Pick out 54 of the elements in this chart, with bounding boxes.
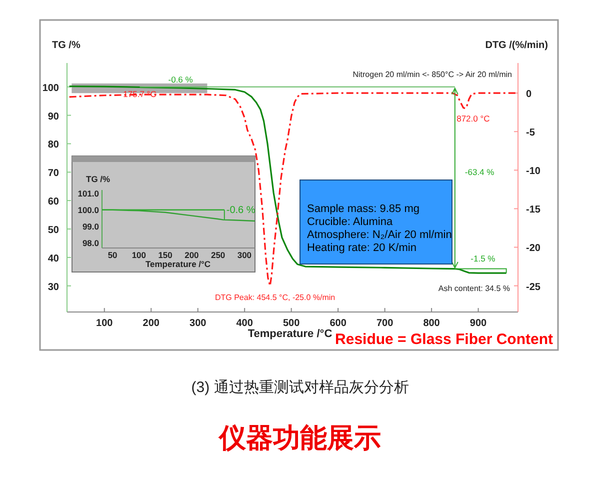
y-tick-label: 30 bbox=[48, 282, 60, 293]
y-tick-label: 70 bbox=[48, 168, 60, 180]
x-tick-label: 300 bbox=[237, 250, 252, 260]
annotation: Atmosphere: N₂/Air 20 ml/min bbox=[307, 229, 452, 241]
annotation: -0.6 % bbox=[226, 204, 256, 216]
x-tick-label: 100 bbox=[132, 250, 146, 260]
y-axis-title: TG /% bbox=[52, 40, 80, 51]
y2-tick-label: -10 bbox=[526, 166, 541, 178]
x-tick-label: 150 bbox=[158, 250, 173, 260]
annotation: 175.7 °C bbox=[123, 88, 156, 99]
annotation: Crucible: Alumina bbox=[307, 216, 394, 228]
x-tick-label: 600 bbox=[330, 318, 347, 329]
x-tick-label: 500 bbox=[282, 318, 300, 329]
annotation: -1.5 % bbox=[470, 254, 496, 264]
annotation: Sample mass: 9.85 mg bbox=[307, 203, 420, 215]
y-tick-label: 100 bbox=[42, 82, 60, 94]
annotation: -63.4 % bbox=[464, 166, 495, 177]
y-tick-label: 40 bbox=[48, 253, 60, 264]
y-tick-label: 101.0 bbox=[78, 188, 100, 198]
annotation: 872.0 °C bbox=[456, 114, 490, 124]
y-tick-label: 99.0 bbox=[82, 221, 100, 232]
y-tick-label: 50 bbox=[48, 225, 60, 236]
x-tick-label: 100 bbox=[96, 318, 114, 329]
text: 仪器功能展示 bbox=[218, 423, 381, 453]
y2-axis-title: DTG /(%/min) bbox=[485, 40, 548, 51]
y2-tick-label: 0 bbox=[526, 89, 532, 100]
x-tick-label: 300 bbox=[190, 318, 207, 329]
y-tick-label: 80 bbox=[48, 140, 60, 151]
x-tick-label: 800 bbox=[423, 318, 440, 329]
annotation: Heating rate: 20 K/min bbox=[307, 242, 416, 254]
x-tick-label: 700 bbox=[376, 318, 394, 329]
y2-tick-label: -15 bbox=[526, 204, 541, 216]
text: (3) 通过热重测试对样品灰分分析 bbox=[191, 379, 409, 396]
x-tick-label: 200 bbox=[184, 250, 200, 260]
x-tick-label: 400 bbox=[236, 318, 254, 329]
y2-tick-label: -25 bbox=[526, 282, 541, 293]
y-tick-label: 60 bbox=[48, 196, 60, 208]
x-tick-label: 250 bbox=[210, 250, 226, 260]
y2-tick-label: -20 bbox=[526, 243, 541, 254]
y-tick-label: 100.0 bbox=[78, 204, 100, 215]
x-axis-title: Temperature /°C bbox=[248, 328, 332, 340]
y2-tick-label: -5 bbox=[526, 128, 536, 139]
annotation: Ash content: 34.5 % bbox=[438, 284, 510, 293]
y-tick-label: 90 bbox=[48, 111, 60, 122]
annotation: -0.6 % bbox=[168, 74, 194, 85]
x-tick-label: 200 bbox=[142, 318, 160, 329]
annotation: DTG Peak: 454.5 °C, -25.0 %/min bbox=[214, 293, 336, 302]
y-tick-label: 98.0 bbox=[82, 238, 100, 248]
chart-title: TG /% bbox=[86, 174, 111, 184]
x-tick-label: 900 bbox=[470, 318, 488, 329]
annotation: Nitrogen 20 ml/min <- 850°C -> Air 20 ml/min bbox=[352, 70, 512, 79]
x-tick-label: 50 bbox=[108, 250, 118, 260]
x-axis-title: Temperature /°C bbox=[145, 259, 211, 269]
text: Residue = Glass Fiber Content bbox=[335, 331, 554, 348]
